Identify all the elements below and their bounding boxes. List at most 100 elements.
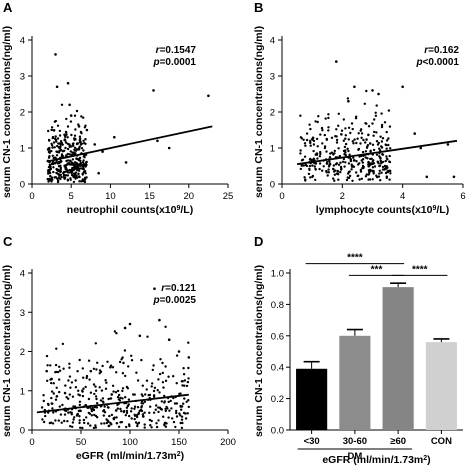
scatter-point [302,138,305,141]
y-axis-label: serum CN-1 concentrations(ng/ml) [253,265,265,437]
scatter-point [351,127,354,131]
scatter-point [64,146,67,150]
scatter-point [120,358,123,361]
scatter-point [344,127,347,130]
scatter-point [52,170,55,174]
scatter-point [153,386,157,389]
scatter-point [73,174,77,177]
scatter-point [347,99,350,103]
scatter-point [332,167,335,171]
scatter-point [67,397,70,400]
scatter-point [181,384,184,387]
scatter-point [377,175,381,178]
scatter-point [149,424,152,427]
scatter-point [62,172,65,175]
scatter-point [122,410,126,414]
scatter-point [171,417,174,420]
scatter-point [136,406,140,409]
x-tick-label: 200 [220,437,236,448]
scatter-point [125,411,129,415]
scatter-point [133,393,136,396]
scatter-point [49,364,52,367]
scatter-point [46,364,49,367]
scatter-point [374,114,378,118]
scatter-point [72,405,75,408]
scatter-point [113,330,117,333]
scatter-point [89,424,92,427]
scatter-point [107,397,110,401]
scatter-point [335,138,339,142]
scatter-point [152,89,155,92]
scatter-point [325,150,328,153]
scatter-point [359,129,362,132]
scatter-point [140,406,143,409]
scatter-point [107,424,110,428]
panel-letter: C [3,234,13,249]
scatter-point [316,157,319,160]
scatter-point [71,395,75,398]
scatter-point [59,140,63,143]
scatter-point [385,139,389,142]
scatter-point [185,384,189,388]
scatter-point [77,147,81,150]
scatter-point [84,172,87,175]
scatter-point [85,376,88,380]
scatter-point [327,165,331,168]
scatter-point [335,141,339,144]
scatter-point [160,408,163,411]
scatter-point [122,361,125,365]
scatter-point [378,172,381,175]
scatter-point [383,167,387,170]
scatter-point [304,144,307,147]
scatter-point [446,143,450,146]
scatter-point [57,419,60,422]
scatter-point [310,158,313,162]
scatter-point [73,151,76,154]
scatter-point [70,171,73,175]
scatter-point [81,161,85,164]
scatter-point [82,149,85,152]
scatter-point [59,160,63,164]
scatter-point [92,383,96,386]
scatter-point [377,92,380,96]
scatter-point [57,165,61,168]
scatter-point [367,163,370,166]
y-tick-label: 1 [20,386,25,397]
scatter-point [380,171,383,174]
scatter-point [371,178,374,181]
scatter-point [380,162,383,165]
scatter-point [42,394,45,397]
scatter-point [56,144,59,148]
scatter-point [78,400,82,403]
scatter-point [302,164,305,167]
scatter-point [83,126,87,129]
scatter-point [55,386,58,389]
scatter-point [64,139,67,142]
x-tick-label: 5 [69,191,74,202]
scatter-point [68,375,72,378]
scatter-point [96,361,99,364]
scatter-point [90,409,94,413]
scatter-point [72,172,76,175]
scatter-point [78,135,82,138]
scatter-point [110,393,114,396]
scatter-point [44,414,47,418]
scatter-point [84,164,88,167]
scatter-point [155,422,158,425]
scatter-point [113,416,116,419]
scatter-point [375,140,379,143]
scatter-point [380,146,384,149]
scatter-point [105,421,109,425]
scatter-point [79,162,82,165]
scatter-point [58,129,62,133]
scatter-point [314,178,317,182]
scatter-point [125,406,129,409]
scatter-point [104,379,107,382]
scatter-point [84,142,87,145]
scatter-point [96,416,99,419]
scatter-point [55,347,58,350]
scatter-point [309,176,312,179]
r-value: r=0.121 [161,283,196,294]
scatter-point [74,149,78,152]
